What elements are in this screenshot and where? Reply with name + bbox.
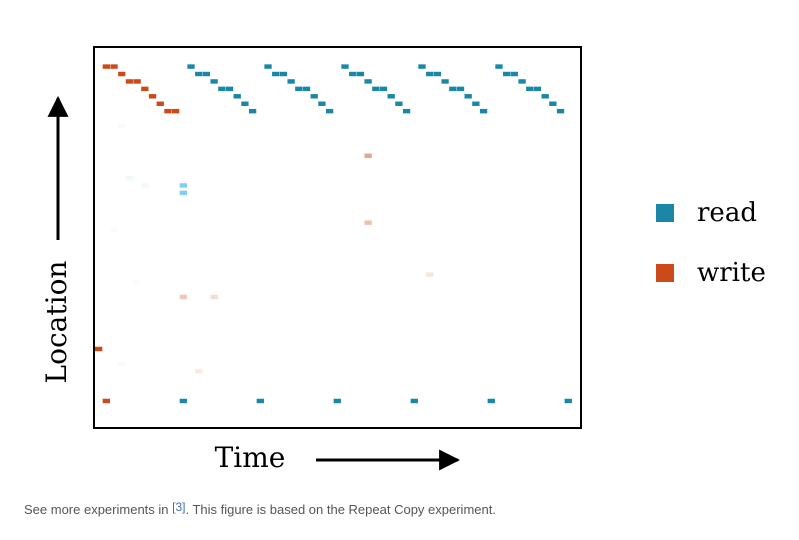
write-cell: [156, 101, 164, 106]
legend: read write: [656, 198, 766, 288]
read-cell: [456, 86, 465, 92]
write-cell: [95, 346, 103, 352]
read-cell: [402, 108, 411, 114]
read-cell: [187, 64, 195, 69]
read-cell: [395, 101, 403, 106]
read-cell: [272, 71, 280, 77]
read-cell: [556, 108, 565, 114]
read-cell: [479, 108, 488, 114]
read-cell: [549, 101, 557, 106]
read-cell: [379, 86, 388, 92]
read-cell: [325, 108, 334, 114]
write-faint-cell: [210, 294, 218, 300]
x-axis-label: Time: [215, 441, 286, 474]
read-cell: [495, 64, 503, 69]
write-faint-cell: [426, 272, 434, 277]
write-faint-cell: [195, 369, 203, 374]
read-cell: [387, 94, 395, 99]
read-faint-cell: [133, 279, 141, 285]
read-cell: [341, 64, 349, 69]
read-cell: [349, 71, 357, 77]
read-faint-cell: [179, 190, 187, 196]
read-cell: [487, 398, 495, 404]
read-cell: [410, 398, 418, 404]
read-cell: [464, 94, 472, 99]
read-faint-cell: [110, 227, 118, 233]
read-cell: [233, 94, 241, 99]
write-faint-cell: [179, 294, 187, 300]
legend-label-read: read: [697, 198, 757, 228]
write-cell: [164, 108, 172, 114]
read-cell: [279, 71, 288, 77]
read-cell: [179, 398, 187, 404]
write-cell: [171, 108, 180, 114]
read-cell: [218, 86, 226, 92]
read-cell: [356, 71, 365, 77]
write-cell: [141, 86, 149, 92]
write-faint-cell: [364, 153, 372, 158]
caption-text-after: . This figure is based on the Repeat Cop…: [185, 502, 496, 517]
y-axis-label: Location: [40, 261, 73, 384]
read-cell: [372, 86, 380, 92]
legend-swatch-read: [656, 204, 674, 222]
read-cell: [295, 86, 303, 92]
read-cell: [433, 71, 442, 77]
legend-swatch-write: [656, 264, 674, 282]
read-cell: [287, 79, 295, 84]
read-cell: [241, 101, 249, 106]
caption-reference-link[interactable]: [3]: [172, 500, 186, 514]
read-cell: [533, 86, 542, 92]
read-cell: [364, 79, 372, 84]
read-cell: [541, 94, 549, 99]
read-cell: [564, 398, 572, 404]
write-cell: [102, 398, 111, 404]
read-cell: [256, 398, 264, 404]
read-cell: [225, 86, 234, 92]
write-cell: [118, 71, 126, 77]
write-cell: [133, 79, 141, 84]
write-cell: [125, 79, 134, 84]
read-cell: [210, 79, 218, 84]
read-cell: [518, 79, 526, 84]
read-cell: [503, 71, 511, 77]
write-faint-cell: [364, 220, 372, 225]
read-cell: [318, 101, 326, 106]
read-faint-cell: [141, 183, 149, 188]
read-cell: [310, 94, 318, 99]
read-cell: [472, 101, 480, 106]
read-cell: [418, 64, 426, 69]
read-cell: [526, 86, 534, 92]
read-cell: [264, 64, 272, 69]
plot-area: [93, 46, 582, 429]
read-cell: [195, 71, 203, 77]
read-cell: [333, 398, 341, 404]
read-faint-cell: [179, 183, 187, 188]
read-cell: [510, 71, 519, 77]
heatmap-cells: [95, 64, 572, 404]
read-cell: [426, 71, 434, 77]
legend-label-write: write: [697, 258, 766, 288]
read-faint-cell: [118, 123, 126, 129]
read-cell: [449, 86, 457, 92]
read-faint-cell: [125, 175, 134, 181]
write-cell: [148, 94, 157, 99]
read-cell: [248, 108, 257, 114]
read-cell: [202, 71, 211, 77]
read-cell: [302, 86, 311, 92]
write-cell: [102, 64, 111, 69]
read-cell: [441, 79, 449, 84]
caption-text-before: See more experiments in: [24, 502, 173, 517]
read-faint-cell: [118, 361, 126, 367]
figure-caption: See more experiments in [3]. This figure…: [24, 500, 496, 517]
write-cell: [110, 64, 118, 69]
